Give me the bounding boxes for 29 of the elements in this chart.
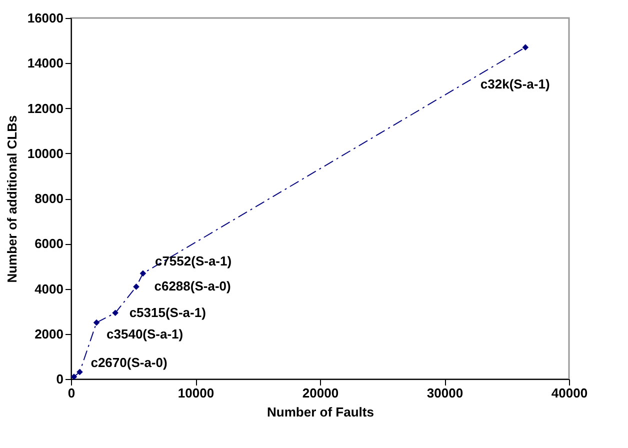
annotation: c5315(S-a-1) (129, 304, 206, 320)
y-tick-label: 16000 (27, 10, 64, 26)
point (140, 270, 146, 277)
x-tick-label: 10000 (178, 386, 214, 400)
point (133, 284, 140, 290)
y-tick-label: 0 (56, 372, 64, 386)
y-tick-label: 6000 (34, 236, 64, 252)
y-tick-label: 2000 (34, 326, 64, 342)
y-tick-label: 4000 (34, 281, 64, 296)
x-tick-label: 20000 (302, 386, 339, 400)
annotation: c2670(S-a-0) (90, 355, 168, 370)
y-tick-label: 10000 (27, 146, 64, 161)
point (76, 368, 83, 376)
annotation: c6288(S-a-0) (154, 278, 231, 294)
annotation: c3540(S-a-1) (106, 326, 184, 342)
annotation: c7552(S-a-1) (154, 253, 232, 268)
y-axis-title: Number of additional CLBs (4, 115, 20, 283)
point (70, 374, 78, 380)
x-axis-title: Number of Faults (267, 404, 374, 420)
x-tick-label: 0 (68, 386, 76, 400)
x-tick-label: 30000 (426, 386, 464, 400)
y-tick-label: 8000 (34, 191, 64, 206)
y-tick-label: 12000 (27, 100, 64, 116)
y-tick-label: 14000 (27, 56, 64, 71)
annotation: c32k(S-a-1) (480, 76, 550, 92)
point (93, 319, 100, 326)
x-tick-label: 40000 (551, 386, 588, 400)
point (522, 44, 529, 50)
point (112, 310, 118, 316)
